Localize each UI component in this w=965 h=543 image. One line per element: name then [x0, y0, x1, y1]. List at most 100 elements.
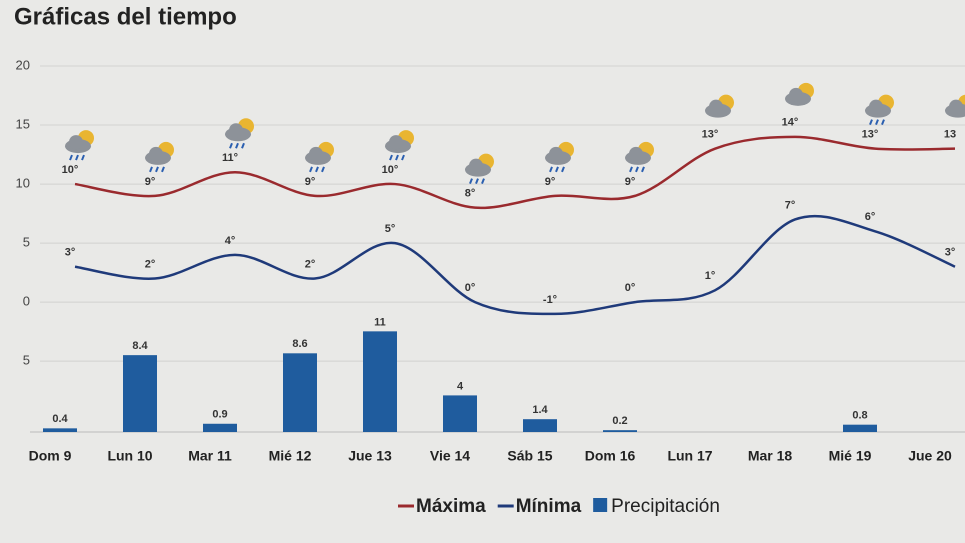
- icon-part: [475, 178, 479, 185]
- bar: [123, 355, 157, 432]
- icon-part: [629, 146, 643, 161]
- x-tick-label: Lun 17: [667, 448, 712, 464]
- x-tick-label: Mié 12: [269, 448, 312, 464]
- y-tick-label: 15: [16, 116, 30, 131]
- weather-icon: [945, 94, 965, 118]
- value-label: 10°: [62, 164, 79, 176]
- icon-part: [629, 166, 633, 173]
- legend-swatch: [593, 498, 608, 512]
- weather-icon: [705, 94, 734, 118]
- icon-part: [869, 119, 873, 126]
- icon-part: [395, 154, 399, 161]
- value-label: 3°: [945, 247, 956, 259]
- value-label: 9°: [145, 176, 156, 188]
- bar-value-label: 4: [457, 380, 464, 392]
- bar-value-label: 8.4: [132, 340, 148, 352]
- bar: [443, 395, 477, 432]
- weather-icon: [65, 130, 94, 161]
- value-label: 10°: [382, 164, 399, 176]
- icon-part: [149, 166, 153, 173]
- weather-icon: [225, 118, 254, 149]
- x-tick-label: Lun 10: [107, 448, 152, 464]
- icon-part: [241, 142, 245, 149]
- bar-value-label: 11: [374, 316, 386, 328]
- icon-part: [401, 154, 405, 161]
- value-label: 0°: [625, 282, 636, 294]
- weather-icon: [545, 141, 574, 173]
- line: [74, 214, 956, 316]
- icon-part: [309, 166, 313, 173]
- icon-part: [229, 142, 233, 149]
- icon-part: [561, 166, 565, 173]
- x-tick-label: Jue 13: [348, 448, 392, 464]
- legend-label: Mínima: [516, 496, 582, 517]
- legend-label: Máxima: [416, 496, 486, 517]
- bar: [603, 430, 637, 432]
- weather-icon: [625, 141, 654, 173]
- value-label: 2°: [145, 258, 156, 270]
- value-label: 7°: [785, 199, 796, 211]
- icon-part: [155, 166, 159, 173]
- y-tick-label: 5: [23, 353, 30, 368]
- weather-icon: [865, 94, 894, 126]
- bar-value-label: 8.6: [292, 338, 307, 350]
- value-label: 13°: [702, 129, 719, 141]
- legend-label: Precipitación: [611, 496, 720, 517]
- icon-part: [549, 146, 563, 161]
- value-label: 9°: [305, 176, 316, 188]
- y-tick-label: 5: [23, 235, 30, 250]
- x-tick-label: Sáb 15: [507, 448, 552, 464]
- x-tick-label: Mar 18: [748, 448, 793, 464]
- icon-part: [881, 119, 885, 126]
- y-tick-label: 20: [16, 57, 30, 72]
- weather-icon: [385, 130, 414, 161]
- bar: [843, 424, 877, 432]
- bar: [43, 428, 77, 432]
- icon-part: [469, 158, 483, 173]
- bar: [203, 423, 237, 432]
- value-label: 11°: [222, 152, 238, 164]
- bar-value-label: 0.9: [212, 409, 227, 421]
- value-label: 13°: [862, 129, 879, 141]
- icon-part: [389, 154, 393, 161]
- value-label: 0°: [465, 282, 476, 294]
- x-tick-label: Dom 9: [29, 448, 72, 464]
- icon-part: [69, 154, 73, 161]
- icon-part: [555, 166, 559, 173]
- icon-part: [641, 166, 645, 173]
- x-tick-label: Jue 20: [908, 448, 952, 464]
- bar-value-label: 0.2: [612, 415, 627, 427]
- icon-part: [81, 154, 85, 161]
- value-label: 14°: [782, 117, 799, 129]
- value-label: 13: [944, 129, 956, 141]
- icon-part: [75, 154, 79, 161]
- icon-part: [789, 87, 803, 102]
- line: [74, 135, 956, 210]
- icon-part: [481, 178, 485, 185]
- icon-part: [949, 99, 963, 114]
- icon-part: [235, 142, 239, 149]
- value-label: 9°: [545, 176, 556, 188]
- icon-part: [309, 146, 323, 161]
- value-label: 1°: [705, 270, 716, 282]
- value-label: -1°: [543, 294, 557, 306]
- icon-part: [875, 119, 879, 126]
- value-label: 5°: [385, 223, 396, 235]
- icon-part: [469, 178, 473, 185]
- value-label: 4°: [225, 235, 236, 247]
- x-tick-label: Mar 11: [188, 448, 232, 464]
- x-tick-label: Vie 14: [430, 448, 470, 464]
- bar: [363, 331, 397, 432]
- bar: [523, 419, 557, 432]
- icon-part: [321, 166, 325, 173]
- icon-part: [229, 123, 243, 138]
- x-tick-label: Dom 16: [585, 448, 636, 464]
- bar-value-label: 0.8: [852, 410, 867, 422]
- value-label: 2°: [305, 258, 316, 270]
- weather-icon: [145, 141, 174, 173]
- icon-part: [549, 166, 553, 173]
- weather-icon: [785, 82, 814, 106]
- weather-icon: [465, 153, 494, 185]
- y-tick-label: 0: [23, 294, 30, 309]
